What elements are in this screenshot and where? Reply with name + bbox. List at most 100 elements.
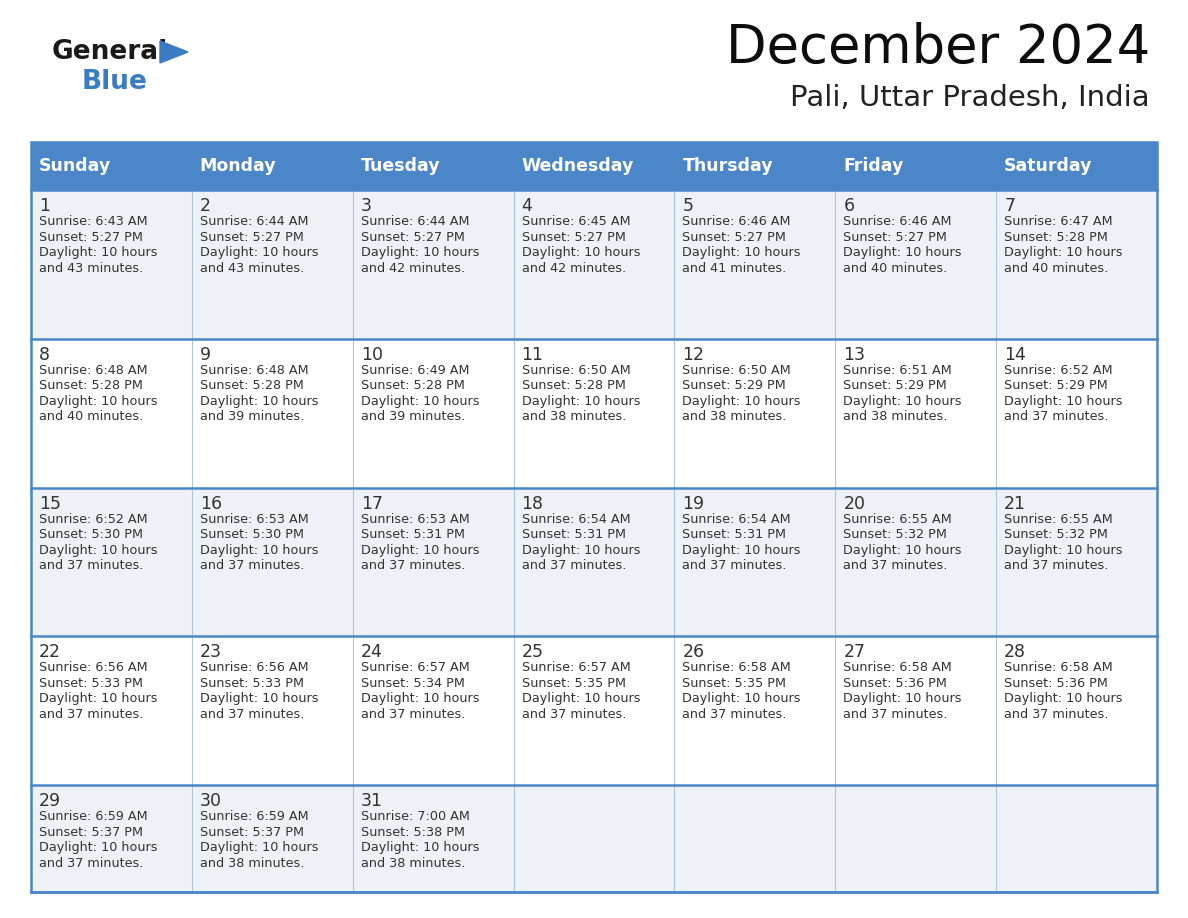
- Text: and 43 minutes.: and 43 minutes.: [200, 262, 304, 274]
- Text: Sunset: 5:30 PM: Sunset: 5:30 PM: [39, 528, 143, 541]
- FancyBboxPatch shape: [31, 339, 1157, 487]
- Text: Daylight: 10 hours: Daylight: 10 hours: [1004, 543, 1123, 556]
- Text: and 37 minutes.: and 37 minutes.: [682, 708, 786, 721]
- Text: Daylight: 10 hours: Daylight: 10 hours: [39, 395, 157, 408]
- Text: 12: 12: [682, 346, 704, 364]
- Text: 8: 8: [39, 346, 50, 364]
- Text: Sunset: 5:36 PM: Sunset: 5:36 PM: [843, 677, 947, 690]
- Text: Sunrise: 6:52 AM: Sunrise: 6:52 AM: [1004, 364, 1113, 376]
- Text: 15: 15: [39, 495, 61, 512]
- Text: Daylight: 10 hours: Daylight: 10 hours: [39, 841, 157, 854]
- Text: 7: 7: [1004, 197, 1016, 215]
- Text: Sunrise: 6:43 AM: Sunrise: 6:43 AM: [39, 215, 147, 228]
- Text: Sunset: 5:29 PM: Sunset: 5:29 PM: [682, 379, 786, 392]
- Text: Sunrise: 6:46 AM: Sunrise: 6:46 AM: [682, 215, 791, 228]
- Text: Daylight: 10 hours: Daylight: 10 hours: [843, 692, 962, 705]
- Text: Daylight: 10 hours: Daylight: 10 hours: [522, 246, 640, 259]
- Text: 9: 9: [200, 346, 211, 364]
- Text: and 38 minutes.: and 38 minutes.: [682, 410, 786, 423]
- Text: Sunrise: 6:59 AM: Sunrise: 6:59 AM: [200, 811, 309, 823]
- Text: 24: 24: [361, 644, 383, 661]
- Text: and 37 minutes.: and 37 minutes.: [361, 559, 465, 572]
- Text: Sunrise: 6:55 AM: Sunrise: 6:55 AM: [1004, 512, 1113, 526]
- Text: Sunrise: 6:49 AM: Sunrise: 6:49 AM: [361, 364, 469, 376]
- Text: Monday: Monday: [200, 157, 277, 175]
- Text: Daylight: 10 hours: Daylight: 10 hours: [200, 543, 318, 556]
- Text: Daylight: 10 hours: Daylight: 10 hours: [1004, 692, 1123, 705]
- Text: Sunset: 5:29 PM: Sunset: 5:29 PM: [1004, 379, 1108, 392]
- Text: Sunrise: 6:53 AM: Sunrise: 6:53 AM: [361, 512, 469, 526]
- Text: Sunrise: 6:50 AM: Sunrise: 6:50 AM: [682, 364, 791, 376]
- Text: 16: 16: [200, 495, 222, 512]
- Text: Sunset: 5:35 PM: Sunset: 5:35 PM: [522, 677, 626, 690]
- Text: Sunrise: 6:47 AM: Sunrise: 6:47 AM: [1004, 215, 1113, 228]
- Text: Daylight: 10 hours: Daylight: 10 hours: [522, 543, 640, 556]
- Text: and 37 minutes.: and 37 minutes.: [361, 708, 465, 721]
- Text: 17: 17: [361, 495, 383, 512]
- Text: Friday: Friday: [843, 157, 904, 175]
- Text: and 37 minutes.: and 37 minutes.: [39, 559, 144, 572]
- Text: Sunrise: 7:00 AM: Sunrise: 7:00 AM: [361, 811, 469, 823]
- Text: Sunrise: 6:56 AM: Sunrise: 6:56 AM: [200, 661, 309, 675]
- Text: 18: 18: [522, 495, 544, 512]
- Text: Sunset: 5:32 PM: Sunset: 5:32 PM: [843, 528, 947, 541]
- Text: 28: 28: [1004, 644, 1026, 661]
- Text: Thursday: Thursday: [682, 157, 773, 175]
- Text: Sunset: 5:27 PM: Sunset: 5:27 PM: [682, 230, 786, 243]
- Text: Daylight: 10 hours: Daylight: 10 hours: [361, 841, 479, 854]
- Text: Sunrise: 6:44 AM: Sunrise: 6:44 AM: [200, 215, 308, 228]
- Text: and 38 minutes.: and 38 minutes.: [361, 856, 465, 869]
- Text: 20: 20: [843, 495, 865, 512]
- Text: Sunrise: 6:48 AM: Sunrise: 6:48 AM: [200, 364, 309, 376]
- FancyBboxPatch shape: [31, 636, 1157, 785]
- Text: Sunrise: 6:55 AM: Sunrise: 6:55 AM: [843, 512, 952, 526]
- Text: Daylight: 10 hours: Daylight: 10 hours: [1004, 246, 1123, 259]
- Text: and 37 minutes.: and 37 minutes.: [200, 559, 304, 572]
- Text: and 42 minutes.: and 42 minutes.: [361, 262, 465, 274]
- Text: and 40 minutes.: and 40 minutes.: [39, 410, 143, 423]
- Text: Sunrise: 6:48 AM: Sunrise: 6:48 AM: [39, 364, 147, 376]
- Text: Daylight: 10 hours: Daylight: 10 hours: [522, 395, 640, 408]
- Text: Sunset: 5:32 PM: Sunset: 5:32 PM: [1004, 528, 1108, 541]
- Text: Daylight: 10 hours: Daylight: 10 hours: [843, 543, 962, 556]
- Text: Sunrise: 6:54 AM: Sunrise: 6:54 AM: [682, 512, 791, 526]
- Text: 13: 13: [843, 346, 865, 364]
- Text: Daylight: 10 hours: Daylight: 10 hours: [200, 841, 318, 854]
- Text: and 39 minutes.: and 39 minutes.: [200, 410, 304, 423]
- Text: 19: 19: [682, 495, 704, 512]
- Text: General: General: [52, 39, 169, 65]
- Text: Sunrise: 6:50 AM: Sunrise: 6:50 AM: [522, 364, 631, 376]
- Text: Daylight: 10 hours: Daylight: 10 hours: [843, 395, 962, 408]
- Text: Sunset: 5:28 PM: Sunset: 5:28 PM: [522, 379, 625, 392]
- Text: Daylight: 10 hours: Daylight: 10 hours: [361, 692, 479, 705]
- Text: Daylight: 10 hours: Daylight: 10 hours: [39, 692, 157, 705]
- Text: Sunrise: 6:57 AM: Sunrise: 6:57 AM: [522, 661, 631, 675]
- Text: Daylight: 10 hours: Daylight: 10 hours: [522, 692, 640, 705]
- Text: Daylight: 10 hours: Daylight: 10 hours: [361, 395, 479, 408]
- Text: Sunrise: 6:51 AM: Sunrise: 6:51 AM: [843, 364, 952, 376]
- Text: 5: 5: [682, 197, 694, 215]
- Text: Saturday: Saturday: [1004, 157, 1093, 175]
- Text: and 40 minutes.: and 40 minutes.: [1004, 262, 1108, 274]
- Text: and 37 minutes.: and 37 minutes.: [1004, 708, 1108, 721]
- Text: Daylight: 10 hours: Daylight: 10 hours: [200, 246, 318, 259]
- FancyBboxPatch shape: [31, 190, 1157, 339]
- Text: and 39 minutes.: and 39 minutes.: [361, 410, 465, 423]
- Text: Wednesday: Wednesday: [522, 157, 634, 175]
- Text: Sunset: 5:27 PM: Sunset: 5:27 PM: [361, 230, 465, 243]
- Text: 31: 31: [361, 792, 383, 811]
- Text: 29: 29: [39, 792, 61, 811]
- Text: 11: 11: [522, 346, 544, 364]
- Text: and 37 minutes.: and 37 minutes.: [39, 708, 144, 721]
- Text: 14: 14: [1004, 346, 1026, 364]
- Text: 30: 30: [200, 792, 222, 811]
- Polygon shape: [160, 41, 188, 63]
- Text: Sunrise: 6:52 AM: Sunrise: 6:52 AM: [39, 512, 147, 526]
- Text: and 37 minutes.: and 37 minutes.: [682, 559, 786, 572]
- Text: and 37 minutes.: and 37 minutes.: [1004, 410, 1108, 423]
- Text: Sunset: 5:27 PM: Sunset: 5:27 PM: [522, 230, 625, 243]
- Text: Sunset: 5:35 PM: Sunset: 5:35 PM: [682, 677, 786, 690]
- Text: and 37 minutes.: and 37 minutes.: [39, 856, 144, 869]
- Text: Sunday: Sunday: [39, 157, 112, 175]
- Text: and 38 minutes.: and 38 minutes.: [200, 856, 304, 869]
